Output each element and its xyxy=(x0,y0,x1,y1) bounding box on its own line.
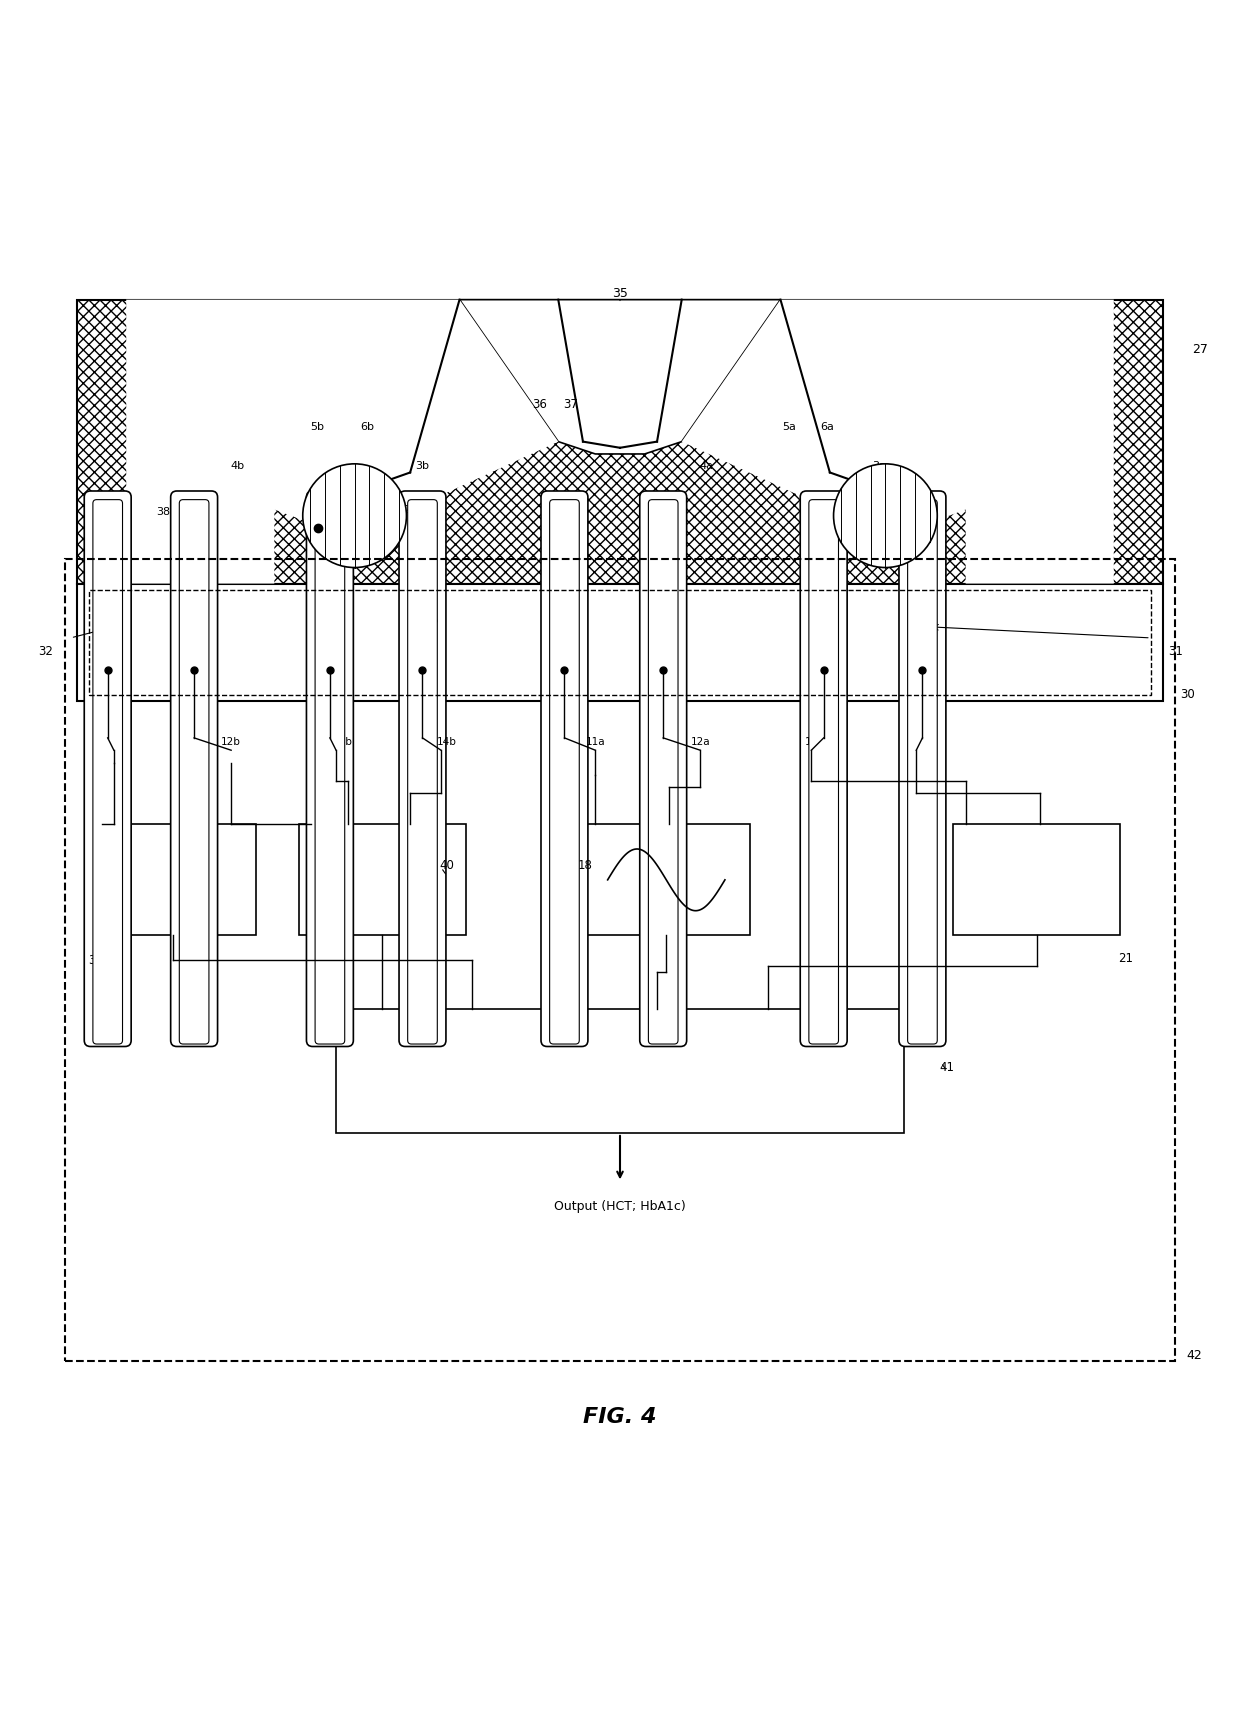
Text: 3b: 3b xyxy=(415,462,429,472)
Text: 11b: 11b xyxy=(104,737,124,746)
Text: 14a: 14a xyxy=(913,737,932,746)
Text: Output (HCT; HbA1c): Output (HCT; HbA1c) xyxy=(554,1201,686,1213)
Text: 35: 35 xyxy=(613,286,627,300)
Text: 38: 38 xyxy=(156,507,170,517)
Text: 6a: 6a xyxy=(821,422,835,432)
Polygon shape xyxy=(126,300,558,583)
Text: 8a: 8a xyxy=(662,616,676,626)
FancyBboxPatch shape xyxy=(93,500,123,1044)
Text: FIG. 4: FIG. 4 xyxy=(583,1407,657,1426)
FancyBboxPatch shape xyxy=(549,500,579,1044)
FancyBboxPatch shape xyxy=(180,500,208,1044)
FancyBboxPatch shape xyxy=(336,1010,904,1133)
Polygon shape xyxy=(460,300,780,455)
FancyBboxPatch shape xyxy=(908,500,937,1044)
Text: 9b: 9b xyxy=(322,616,337,626)
FancyBboxPatch shape xyxy=(84,491,131,1046)
Text: 36: 36 xyxy=(532,397,547,411)
Text: 2b: 2b xyxy=(403,505,417,515)
Bar xyxy=(64,559,1176,1362)
Text: 2a: 2a xyxy=(656,505,670,515)
Text: 30: 30 xyxy=(1180,689,1195,701)
Text: 10b: 10b xyxy=(418,616,439,626)
Text: 7b: 7b xyxy=(107,616,122,626)
Text: 11a: 11a xyxy=(585,737,605,746)
Text: 37: 37 xyxy=(563,397,578,411)
Text: 31: 31 xyxy=(1168,645,1183,658)
Text: 10a: 10a xyxy=(911,616,932,626)
Text: 13b: 13b xyxy=(332,737,352,746)
Text: 3a: 3a xyxy=(872,462,887,472)
FancyBboxPatch shape xyxy=(408,500,438,1044)
Circle shape xyxy=(303,463,407,567)
Text: 41: 41 xyxy=(940,1062,955,1074)
Text: 32: 32 xyxy=(38,645,53,658)
Text: 12a: 12a xyxy=(691,737,711,746)
Text: 14b: 14b xyxy=(438,737,458,746)
Circle shape xyxy=(833,463,937,567)
Text: 39: 39 xyxy=(88,954,103,966)
Text: 21: 21 xyxy=(1118,953,1133,965)
Text: 13a: 13a xyxy=(805,737,825,746)
FancyBboxPatch shape xyxy=(899,491,946,1046)
FancyBboxPatch shape xyxy=(299,824,466,935)
FancyBboxPatch shape xyxy=(89,824,255,935)
Text: 8b: 8b xyxy=(193,616,207,626)
Text: 5a: 5a xyxy=(782,422,796,432)
Text: 9a: 9a xyxy=(811,616,825,626)
FancyBboxPatch shape xyxy=(649,500,678,1044)
Text: 18: 18 xyxy=(578,859,593,871)
FancyBboxPatch shape xyxy=(541,491,588,1046)
Text: 12b: 12b xyxy=(221,737,241,746)
Text: 40: 40 xyxy=(440,859,455,871)
FancyBboxPatch shape xyxy=(171,491,217,1046)
Text: 7a: 7a xyxy=(558,616,572,626)
Bar xyxy=(77,583,1163,701)
Polygon shape xyxy=(682,300,1114,583)
FancyBboxPatch shape xyxy=(640,491,687,1046)
Bar xyxy=(77,300,1163,583)
FancyBboxPatch shape xyxy=(315,500,345,1044)
FancyBboxPatch shape xyxy=(306,491,353,1046)
FancyBboxPatch shape xyxy=(808,500,838,1044)
Bar xyxy=(89,590,1151,694)
Text: 4a: 4a xyxy=(699,462,713,472)
FancyBboxPatch shape xyxy=(399,491,446,1046)
Text: 6b: 6b xyxy=(360,422,374,432)
FancyBboxPatch shape xyxy=(800,491,847,1046)
Text: 4b: 4b xyxy=(231,462,244,472)
Text: 27: 27 xyxy=(1192,342,1208,356)
FancyBboxPatch shape xyxy=(583,824,750,935)
Text: 42: 42 xyxy=(1187,1348,1202,1362)
Text: 5b: 5b xyxy=(310,422,325,432)
FancyBboxPatch shape xyxy=(954,824,1120,935)
